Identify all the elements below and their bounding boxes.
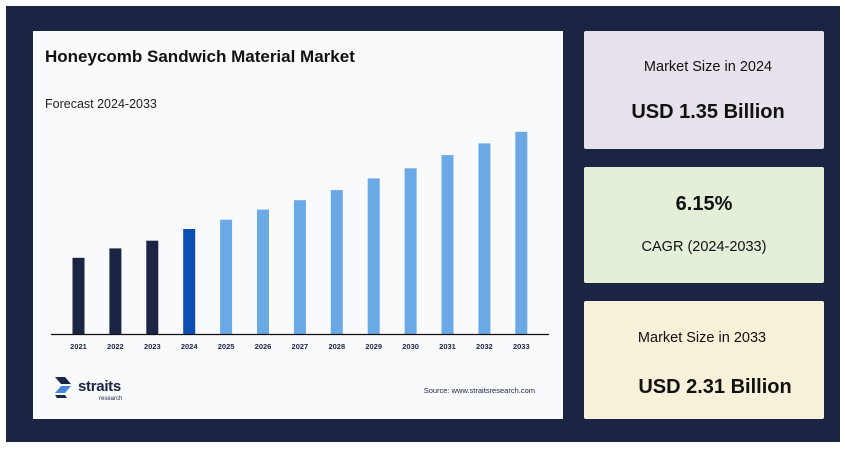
logo-subtext: research: [99, 396, 123, 402]
x-tick-label: 2023: [144, 342, 161, 351]
x-tick-label: 2027: [292, 342, 309, 351]
bar-2027: [293, 200, 306, 334]
x-tick-label: 2032: [476, 342, 493, 351]
logo-wordmark: straits: [78, 378, 121, 395]
x-tick-label: 2021: [70, 342, 87, 351]
straits-logo: straits research: [55, 375, 145, 405]
x-tick-label: 2031: [439, 342, 456, 351]
bar-2029: [367, 178, 380, 334]
bar-2031: [441, 155, 454, 334]
x-tick-label: 2033: [513, 342, 530, 351]
infographic-frame: Honeycomb Sandwich Material Market Forec…: [6, 6, 840, 442]
bar-2021: [72, 257, 85, 334]
x-tick-label: 2022: [107, 342, 124, 351]
source-note: Source: www.straitsresearch.com: [423, 386, 535, 395]
x-tick-label: 2028: [328, 342, 345, 351]
bar-2028: [330, 190, 343, 334]
stat-label: Market Size in 2033: [637, 330, 767, 346]
x-tick-label: 2025: [218, 342, 235, 351]
bar-2024: [183, 229, 196, 334]
bar-2023: [146, 240, 159, 334]
x-tick-label: 2030: [402, 342, 419, 351]
x-tick-label: 2029: [365, 342, 382, 351]
stat-label: Market Size in 2024: [643, 59, 773, 75]
stat-card-market-size-2024: Market Size in 2024 USD 1.35 Billion: [584, 31, 824, 149]
bar-2025: [220, 219, 233, 334]
x-tick-label: 2026: [255, 342, 272, 351]
x-tick-label: 2024: [181, 342, 199, 351]
bar-2026: [257, 209, 269, 334]
stat-value: USD 2.31 Billion: [638, 376, 792, 398]
stat-card-cagr: 6.15% CAGR (2024-2033): [584, 167, 824, 283]
bar-2032: [478, 143, 491, 334]
stat-value: 6.15%: [675, 193, 733, 215]
stat-label: CAGR (2024-2033): [641, 239, 767, 255]
bar-2033: [515, 131, 528, 334]
stat-value: USD 1.35 Billion: [631, 101, 785, 123]
bar-2022: [109, 248, 122, 334]
bar-2030: [404, 168, 417, 334]
straits-logo-icon: [55, 377, 71, 398]
chart-card: Honeycomb Sandwich Material Market Forec…: [33, 31, 563, 419]
stat-card-market-size-2033: Market Size in 2033 USD 2.31 Billion: [584, 301, 824, 419]
chart-title: Honeycomb Sandwich Material Market: [45, 47, 355, 66]
chart-subtitle: Forecast 2024-2033: [45, 97, 157, 111]
bar-chart: 2021 2022 2023 2024 2025 2026 2027 2028 2029 2030…: [51, 131, 549, 351]
